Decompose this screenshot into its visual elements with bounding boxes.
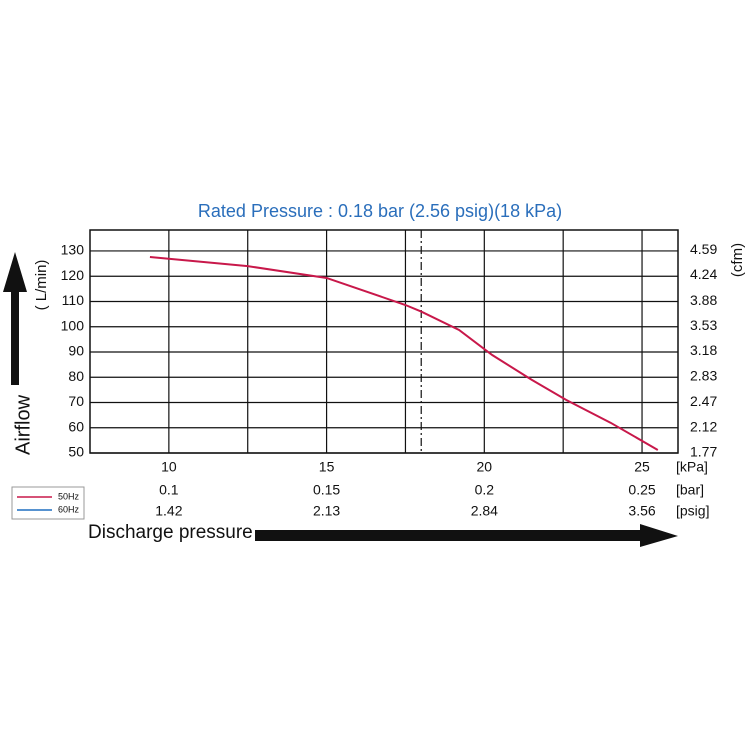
y2-tick-label: 2.83 — [690, 367, 717, 383]
series-line — [149, 256, 659, 451]
y2-tick-label: 4.24 — [690, 266, 717, 282]
bar-tick-label: 0.25 — [628, 482, 655, 498]
y-tick-label: 120 — [61, 267, 85, 283]
x-arrow — [255, 524, 678, 547]
legend — [11, 486, 85, 520]
bar-tick-label: 0.1 — [159, 482, 179, 498]
x-unit: [kPa] — [676, 459, 708, 475]
y-arrow — [3, 252, 27, 385]
y2-tick-label: 1.77 — [690, 443, 717, 459]
y2-tick-label: 3.18 — [690, 342, 717, 358]
chart-title: Rated Pressure : 0.18 bar (2.56 psig)(18… — [198, 201, 562, 221]
x-tick-label: 10 — [161, 459, 177, 475]
legend-label: 60Hz — [58, 504, 80, 514]
plot-frame — [89, 229, 679, 454]
y-tick-label: 130 — [61, 242, 85, 258]
y-tick-label: 80 — [68, 368, 84, 384]
psig-tick-label: 1.42 — [155, 503, 182, 519]
bar-tick-label: 0.15 — [313, 482, 340, 498]
y2-tick-label: 3.88 — [690, 292, 717, 308]
legend-label: 50Hz — [58, 491, 80, 501]
y-tick-label: 70 — [68, 393, 84, 409]
y2-unit: (cfm) — [729, 243, 746, 277]
y-label: Airflow — [12, 394, 34, 455]
x-tick-label: 20 — [477, 459, 493, 475]
x-unit: [bar] — [676, 482, 704, 498]
psig-tick-label: 2.13 — [313, 503, 340, 519]
y2-tick-label: 3.53 — [690, 317, 717, 333]
y-tick-label: 110 — [62, 292, 85, 308]
psig-tick-label: 3.56 — [628, 503, 655, 519]
bar-tick-label: 0.2 — [475, 482, 495, 498]
y-unit: ( L/min) — [33, 260, 50, 311]
x-unit: [psig] — [676, 503, 709, 519]
y2-tick-label: 2.47 — [690, 393, 717, 409]
y2-tick-label: 2.12 — [690, 418, 717, 434]
x-label: Discharge pressure — [88, 522, 253, 543]
y-tick-label: 90 — [68, 343, 84, 359]
y-tick-label: 60 — [68, 418, 84, 434]
x-tick-label: 15 — [319, 459, 335, 475]
psig-tick-label: 2.84 — [471, 503, 498, 519]
x-tick-label: 25 — [634, 459, 650, 475]
y-tick-label: 100 — [61, 317, 85, 333]
y-tick-label: 50 — [68, 444, 84, 460]
y2-tick-label: 4.59 — [690, 241, 717, 257]
